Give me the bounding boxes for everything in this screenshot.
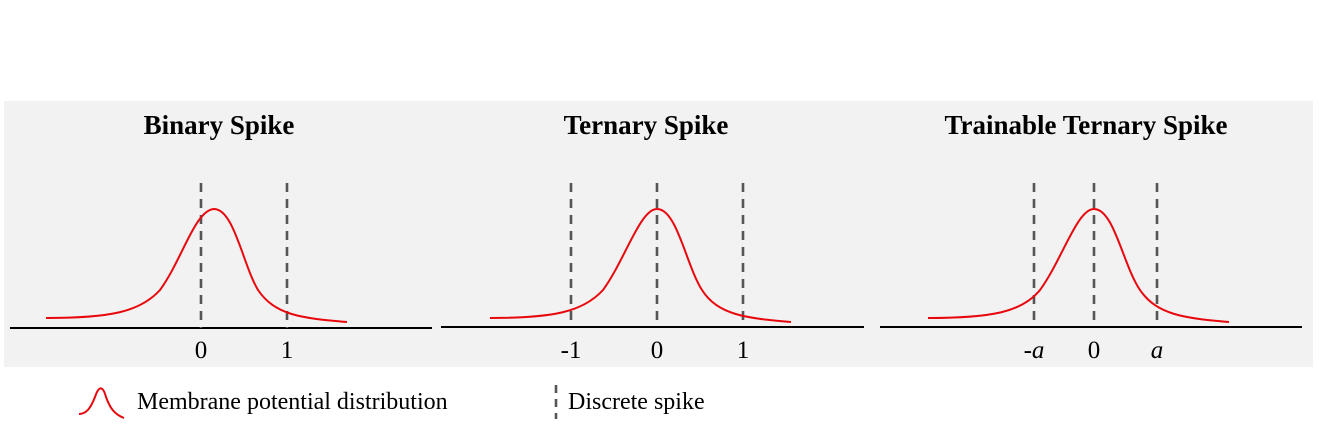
panel-binary xyxy=(10,183,432,329)
tick-label-binary-1: 1 xyxy=(280,337,294,364)
panel-ternary xyxy=(441,183,864,328)
distribution-curve-trainable xyxy=(927,207,1230,323)
panel-title-trainable-ternary: Trainable Ternary Spike xyxy=(944,110,1228,140)
distribution-curve-ternary xyxy=(489,207,792,323)
tick-label-ternary-1: 1 xyxy=(736,337,750,364)
distribution-legend-icon xyxy=(78,387,125,419)
tick-label-ternary-neg1: -1 xyxy=(560,337,582,364)
legend-distribution-label: Membrane potential distribution xyxy=(137,389,448,415)
tick-label-trainable-0: 0 xyxy=(1087,337,1101,364)
tick-label-trainable-a: a xyxy=(1150,337,1164,364)
panel-trainable-ternary xyxy=(880,183,1302,328)
legend-spike-label: Discrete spike xyxy=(568,389,705,415)
panel-title-ternary: Ternary Spike xyxy=(563,110,729,140)
tick-label-binary-0: 0 xyxy=(194,337,208,364)
panel-title-binary: Binary Spike xyxy=(143,110,295,140)
distribution-curve-binary xyxy=(45,207,348,323)
tick-label-ternary-0: 0 xyxy=(650,337,664,364)
tick-label-trainable-neg-a: -a xyxy=(1023,337,1045,364)
